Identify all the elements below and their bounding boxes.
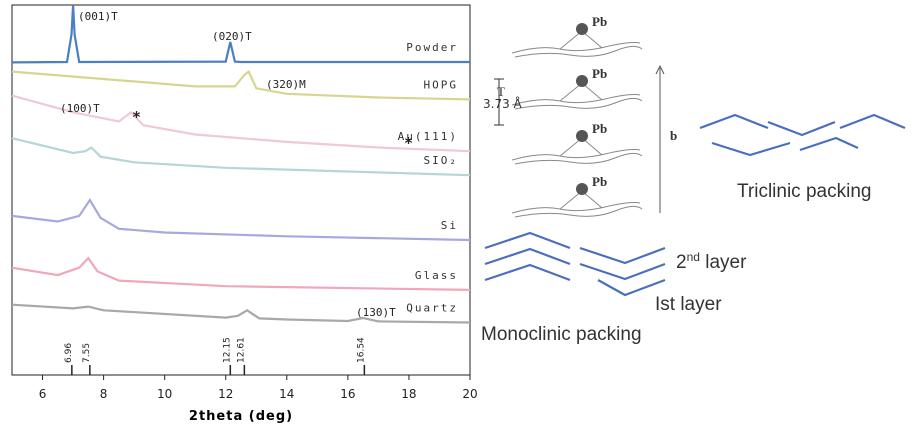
x-tick-label: 10 (157, 387, 172, 401)
series-label: HOPG (424, 78, 459, 91)
x-tick-label: 18 (401, 387, 416, 401)
reference-peak-label: 7.55 (82, 343, 92, 363)
peak-annotation: (130)T (356, 306, 396, 319)
pb-atom (576, 183, 588, 195)
peak-annotation: * (132, 108, 141, 126)
zigzag (579, 262, 666, 281)
xrd-trace (11, 137, 471, 177)
ligand (514, 45, 643, 58)
molecule-stack: Pb Pb Pb Pb (511, 14, 643, 218)
zigzag (699, 113, 769, 130)
x-tick-label: 8 (100, 387, 108, 401)
x-tick-label: 12 (218, 387, 233, 401)
x-tick-label: 6 (39, 387, 47, 401)
zigzag (799, 136, 859, 152)
ligand (514, 205, 643, 218)
zigzag (711, 141, 791, 157)
xrd-trace (11, 303, 471, 324)
number: 2 (676, 252, 687, 273)
xrd-trace (11, 4, 470, 64)
series-label: Powder (406, 41, 458, 54)
reference-peak-label: 12.61 (236, 337, 246, 363)
peak-annotation: (100)T (60, 102, 100, 115)
zigzag (579, 246, 666, 265)
ligand (511, 42, 641, 54)
xrd-trace (11, 197, 471, 242)
x-axis-label: 2theta (deg) (189, 409, 293, 424)
ligand (514, 152, 643, 165)
axis-label: b (670, 128, 677, 143)
xrd-trace (11, 69, 471, 101)
x-tick-label: 14 (279, 387, 294, 401)
pb-atom (576, 130, 588, 142)
series-label: SIO₂ (424, 154, 459, 167)
peak-annotation: * (404, 134, 413, 152)
series-label: Au(111) (398, 130, 458, 143)
arrow-head (655, 64, 665, 75)
series-label: Si (441, 219, 458, 232)
triclinic-sketch (699, 113, 906, 157)
zigzag (484, 247, 571, 266)
pb-atom (576, 75, 588, 87)
reference-peak-label: 16.54 (356, 337, 366, 363)
x-tick-label: 16 (340, 387, 355, 401)
monoclinic-label: Monoclinic packing (481, 324, 642, 345)
first-layer-label: Ist layer (655, 294, 722, 315)
text: layer (700, 252, 747, 273)
spacing-symbol: T (497, 84, 505, 99)
zigzag (484, 263, 571, 282)
atom-label: Pb (592, 14, 607, 29)
ligand (511, 149, 641, 161)
atom-label: Pb (592, 66, 607, 81)
second-layer-label: 2nd layer (676, 250, 747, 273)
series-label: Quartz (406, 301, 458, 314)
atom-label: Pb (592, 174, 607, 189)
plot-frame (11, 4, 471, 376)
peak-annotation: (001)T (78, 10, 118, 23)
zigzag (839, 113, 906, 130)
superscript: nd (687, 250, 700, 264)
ligand (511, 202, 641, 214)
atom-label: Pb (592, 121, 607, 136)
peak-annotation: (020)T (212, 30, 252, 43)
xrd-trace (11, 94, 471, 153)
zigzag (597, 278, 666, 297)
peak-annotation: (320)M (266, 78, 306, 91)
ligand (511, 94, 641, 106)
x-tick-label: 20 (462, 387, 477, 401)
zigzag (767, 120, 836, 137)
monoclinic-sketch (484, 231, 666, 297)
triclinic-label: Triclinic packing (737, 181, 871, 202)
xrd-trace (11, 256, 471, 291)
ligand (514, 97, 643, 110)
pb-atom (576, 23, 588, 35)
zigzag (484, 231, 571, 250)
spacing-value: 3.73 Å (483, 96, 523, 111)
reference-peak-label: 12.15 (222, 337, 232, 363)
reference-peak-label: 6.96 (64, 343, 74, 363)
series-label: Glass (415, 269, 458, 282)
